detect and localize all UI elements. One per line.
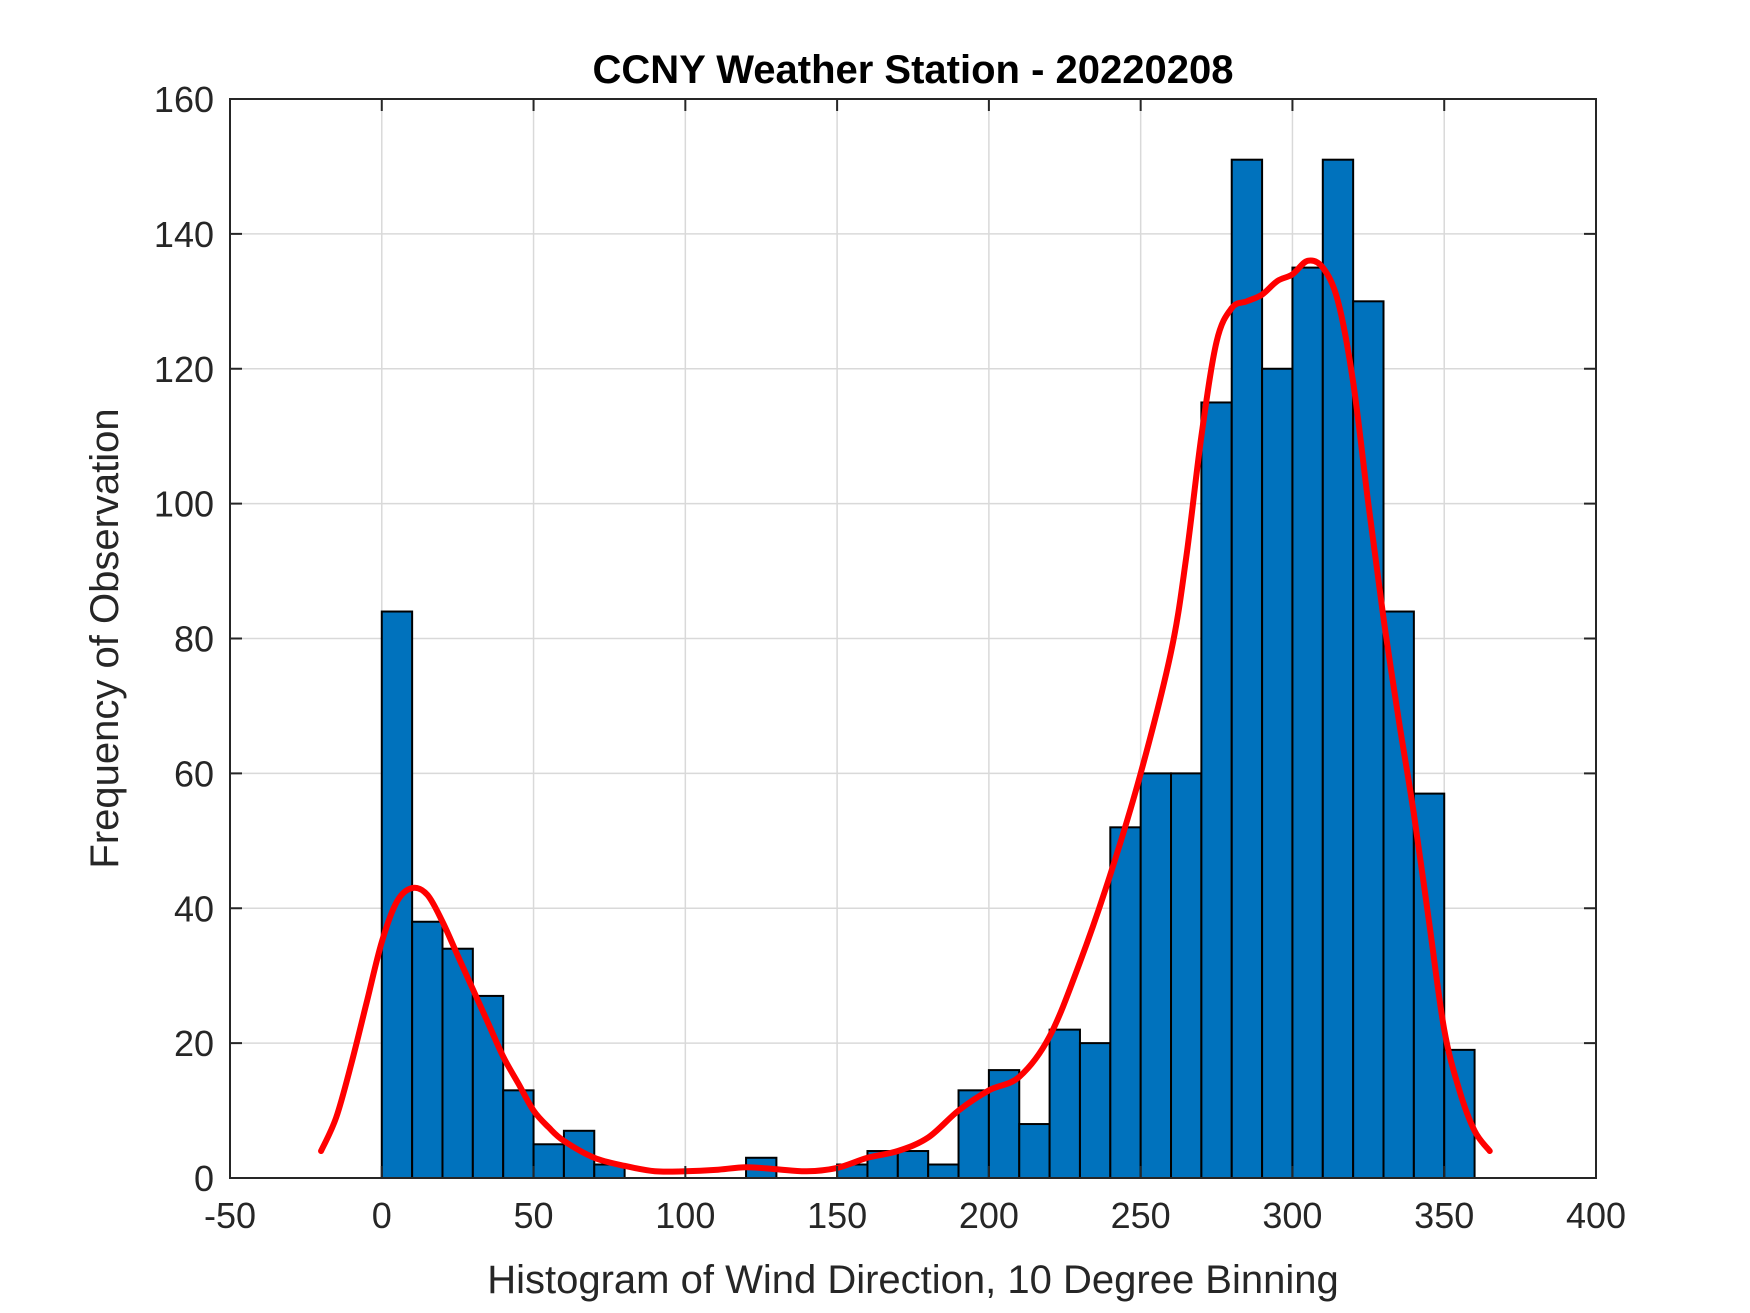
histogram-bar bbox=[411, 920, 444, 1179]
histogram-bar bbox=[927, 1163, 960, 1179]
histogram-bar bbox=[1382, 610, 1415, 1179]
x-tick-label: -50 bbox=[204, 1195, 256, 1236]
y-tick-label: 100 bbox=[154, 484, 214, 525]
histogram-bar bbox=[1018, 1123, 1051, 1180]
x-tick-label: 350 bbox=[1414, 1195, 1474, 1236]
histogram-bar bbox=[1048, 1028, 1081, 1179]
x-tick-label: 100 bbox=[655, 1195, 715, 1236]
density-curve bbox=[318, 257, 1493, 1175]
x-tick-label: 400 bbox=[1566, 1195, 1626, 1236]
y-tick-label: 60 bbox=[174, 753, 214, 794]
y-tick-label: 0 bbox=[194, 1158, 214, 1199]
histogram-bar bbox=[1230, 158, 1264, 1180]
x-tick-label: 0 bbox=[372, 1195, 392, 1236]
x-tick-label: 50 bbox=[514, 1195, 554, 1236]
histogram-bar bbox=[1170, 772, 1203, 1179]
y-axis-label: Frequency of Observation bbox=[83, 408, 127, 868]
x-tick-label: 200 bbox=[959, 1195, 1019, 1236]
density-curve-layer bbox=[318, 257, 1493, 1175]
x-axis-label: Histogram of Wind Direction, 10 Degree B… bbox=[487, 1258, 1339, 1302]
x-tick-label: 300 bbox=[1262, 1195, 1322, 1236]
histogram-bar bbox=[532, 1143, 565, 1179]
histogram-bar bbox=[1261, 367, 1294, 1179]
histogram-bar bbox=[1321, 158, 1355, 1180]
x-axis-ticks: -50 0 50 100 150 200 250 300 350 400 bbox=[204, 99, 1626, 1236]
y-tick-label: 160 bbox=[154, 79, 214, 120]
histogram-bar bbox=[1291, 266, 1324, 1179]
histogram-bar bbox=[380, 610, 414, 1179]
y-tick-label: 20 bbox=[174, 1023, 214, 1064]
histogram-bar bbox=[1109, 826, 1142, 1179]
y-tick-label: 140 bbox=[154, 214, 214, 255]
y-tick-label: 40 bbox=[174, 888, 214, 929]
y-tick-label: 80 bbox=[174, 619, 214, 660]
histogram-bar bbox=[1078, 1042, 1112, 1179]
histogram-bar bbox=[1200, 401, 1233, 1179]
y-tick-label: 120 bbox=[154, 349, 214, 390]
x-tick-label: 150 bbox=[807, 1195, 867, 1236]
histogram-bar bbox=[1139, 772, 1173, 1179]
x-tick-label: 250 bbox=[1111, 1195, 1171, 1236]
y-axis-ticks: 0 20 40 60 80 100 120 140 160 bbox=[154, 79, 1596, 1199]
chart-title: CCNY Weather Station - 20220208 bbox=[593, 48, 1234, 92]
histogram-bar bbox=[896, 1150, 930, 1180]
